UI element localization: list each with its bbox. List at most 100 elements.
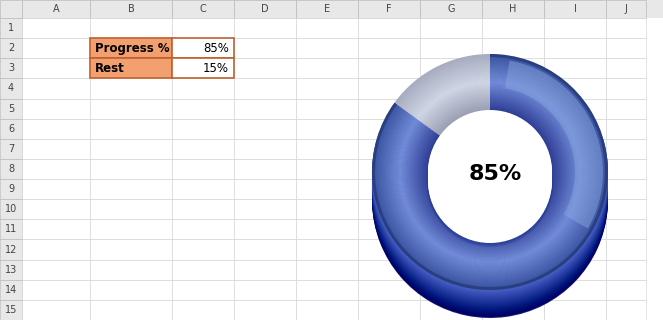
Wedge shape — [394, 77, 490, 158]
Wedge shape — [399, 81, 581, 263]
Wedge shape — [405, 67, 490, 111]
Wedge shape — [418, 83, 490, 121]
FancyBboxPatch shape — [606, 139, 646, 159]
Wedge shape — [394, 78, 490, 160]
Wedge shape — [428, 96, 490, 128]
FancyBboxPatch shape — [606, 119, 646, 139]
FancyBboxPatch shape — [0, 300, 22, 320]
FancyBboxPatch shape — [358, 78, 420, 99]
FancyBboxPatch shape — [606, 0, 646, 18]
Wedge shape — [432, 100, 490, 130]
Wedge shape — [394, 72, 490, 154]
Text: 6: 6 — [8, 124, 14, 134]
Wedge shape — [379, 60, 601, 284]
FancyBboxPatch shape — [90, 280, 172, 300]
Wedge shape — [400, 60, 490, 107]
Text: 15: 15 — [5, 305, 17, 315]
Text: 11: 11 — [5, 224, 17, 234]
FancyBboxPatch shape — [22, 58, 90, 78]
FancyBboxPatch shape — [544, 260, 606, 280]
Wedge shape — [394, 60, 490, 141]
FancyBboxPatch shape — [90, 38, 172, 58]
Wedge shape — [388, 70, 592, 274]
FancyBboxPatch shape — [544, 58, 606, 78]
FancyBboxPatch shape — [234, 38, 296, 58]
FancyBboxPatch shape — [172, 179, 234, 199]
Wedge shape — [377, 59, 603, 285]
Wedge shape — [400, 61, 490, 108]
Wedge shape — [431, 99, 490, 130]
Wedge shape — [398, 59, 490, 106]
FancyBboxPatch shape — [482, 119, 544, 139]
Wedge shape — [406, 88, 574, 256]
Wedge shape — [394, 68, 490, 149]
Wedge shape — [394, 79, 490, 161]
FancyBboxPatch shape — [482, 260, 544, 280]
Wedge shape — [415, 79, 490, 118]
Wedge shape — [394, 63, 490, 145]
Wedge shape — [394, 66, 490, 148]
Wedge shape — [372, 77, 608, 313]
Wedge shape — [379, 61, 601, 283]
FancyBboxPatch shape — [234, 159, 296, 179]
Wedge shape — [381, 62, 599, 282]
Circle shape — [428, 110, 552, 234]
FancyBboxPatch shape — [358, 99, 420, 119]
Circle shape — [428, 113, 552, 237]
Wedge shape — [383, 64, 598, 280]
FancyBboxPatch shape — [172, 78, 234, 99]
Wedge shape — [409, 91, 571, 253]
Wedge shape — [372, 63, 608, 299]
Wedge shape — [423, 90, 490, 124]
FancyBboxPatch shape — [296, 300, 358, 320]
Wedge shape — [372, 71, 608, 307]
Text: 3: 3 — [8, 63, 14, 73]
Wedge shape — [428, 95, 490, 128]
Wedge shape — [372, 67, 608, 303]
Wedge shape — [389, 71, 591, 273]
Wedge shape — [409, 72, 490, 114]
FancyBboxPatch shape — [234, 199, 296, 219]
Wedge shape — [406, 89, 573, 255]
Wedge shape — [415, 97, 565, 247]
Circle shape — [428, 117, 552, 242]
Wedge shape — [417, 99, 563, 245]
Wedge shape — [403, 85, 577, 259]
Wedge shape — [375, 57, 605, 287]
FancyBboxPatch shape — [234, 139, 296, 159]
FancyBboxPatch shape — [420, 260, 482, 280]
Wedge shape — [434, 103, 490, 132]
FancyBboxPatch shape — [90, 300, 172, 320]
FancyBboxPatch shape — [172, 99, 234, 119]
FancyBboxPatch shape — [0, 38, 22, 58]
FancyBboxPatch shape — [420, 99, 482, 119]
FancyBboxPatch shape — [358, 0, 420, 18]
Wedge shape — [412, 76, 490, 117]
Text: 7: 7 — [8, 144, 14, 154]
FancyBboxPatch shape — [358, 38, 420, 58]
Text: H: H — [509, 4, 516, 14]
FancyBboxPatch shape — [606, 78, 646, 99]
Wedge shape — [404, 87, 575, 257]
FancyBboxPatch shape — [90, 18, 172, 38]
FancyBboxPatch shape — [234, 300, 296, 320]
FancyBboxPatch shape — [234, 78, 296, 99]
Wedge shape — [417, 82, 490, 120]
FancyBboxPatch shape — [420, 179, 482, 199]
FancyBboxPatch shape — [234, 219, 296, 239]
Wedge shape — [401, 83, 579, 261]
FancyBboxPatch shape — [172, 119, 234, 139]
Wedge shape — [400, 82, 580, 262]
Wedge shape — [383, 65, 597, 279]
FancyBboxPatch shape — [420, 159, 482, 179]
FancyBboxPatch shape — [420, 0, 482, 18]
FancyBboxPatch shape — [482, 179, 544, 199]
Circle shape — [428, 119, 552, 243]
Wedge shape — [420, 101, 560, 242]
FancyBboxPatch shape — [358, 139, 420, 159]
Text: F: F — [386, 4, 392, 14]
Wedge shape — [394, 74, 490, 156]
FancyBboxPatch shape — [0, 280, 22, 300]
Text: B: B — [127, 4, 135, 14]
FancyBboxPatch shape — [22, 18, 90, 38]
